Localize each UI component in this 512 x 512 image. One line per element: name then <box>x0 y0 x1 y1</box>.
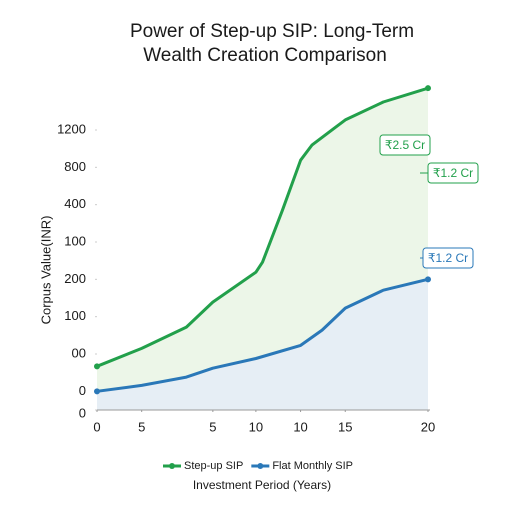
legend-label: Flat Monthly SIP <box>272 460 353 472</box>
x-tick-label: 5 <box>138 419 145 434</box>
y-tick-label: 400 <box>64 196 86 211</box>
annotation-box <box>427 162 479 184</box>
series-line <box>96 277 429 393</box>
annotation-box <box>422 247 474 269</box>
endpoint-dot <box>425 85 431 92</box>
x-tick-label: 0 <box>93 419 100 434</box>
endpoint-dot <box>94 363 100 370</box>
series-area <box>97 279 428 410</box>
x-axis-label: Investment Period (Years) <box>193 478 331 492</box>
x-tick-label: 20 <box>421 419 435 434</box>
legend-dot <box>169 463 175 469</box>
y-tick-label: 00 <box>72 345 86 360</box>
y-tick-label: 800 <box>64 159 86 174</box>
y-tick-label: 1200 <box>57 121 86 136</box>
y-tick-label: 200 <box>64 271 86 286</box>
annotation-label: ₹1.2 Cr <box>428 251 468 265</box>
y-tick-label: 0 <box>79 405 86 420</box>
x-tick-label: 15 <box>338 419 352 434</box>
endpoint-dot <box>425 276 431 283</box>
legend-dot <box>257 463 264 469</box>
annotation-label: ₹2.5 Cr <box>385 138 425 152</box>
chart-title-line-1: Power of Step-up SIP: Long-Term <box>130 21 414 42</box>
areas <box>97 88 428 410</box>
annotation-box <box>379 134 431 156</box>
y-axis-label: Corpus Value(INR) <box>38 216 53 325</box>
chart-title-line-2: Wealth Creation Comparison <box>143 45 387 66</box>
y-tick-label: 100 <box>64 308 86 323</box>
y-tick-label: 100 <box>64 233 86 248</box>
x-tick-label: 10 <box>249 419 263 434</box>
legend-label: Step-up SIP <box>184 460 243 472</box>
y-tick-label: 0 <box>79 383 86 398</box>
x-tick-label: 10 <box>293 419 307 434</box>
annotation-label: ₹1.2 Cr <box>433 166 473 180</box>
endpoint-dot <box>94 388 100 395</box>
x-tick-label: 5 <box>209 419 216 434</box>
series-line <box>96 86 429 368</box>
